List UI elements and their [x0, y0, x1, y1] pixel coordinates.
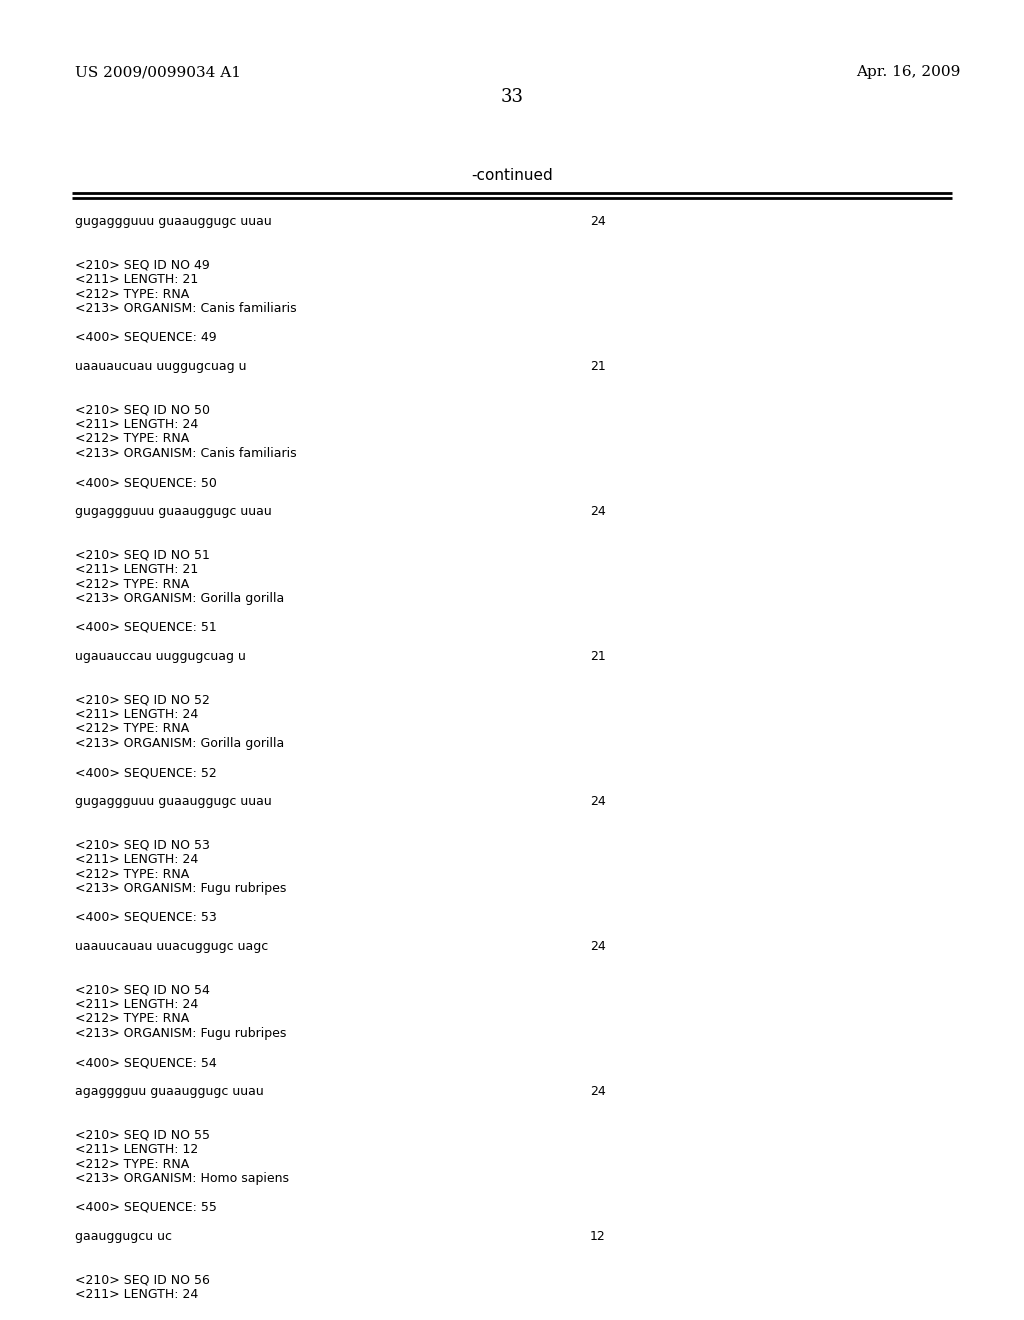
Text: <400> SEQUENCE: 52: <400> SEQUENCE: 52	[75, 766, 217, 779]
Text: <212> TYPE: RNA: <212> TYPE: RNA	[75, 578, 189, 590]
Text: <210> SEQ ID NO 52: <210> SEQ ID NO 52	[75, 693, 210, 706]
Text: gugaggguuu guaauggugc uuau: gugaggguuu guaauggugc uuau	[75, 506, 271, 517]
Text: <211> LENGTH: 24: <211> LENGTH: 24	[75, 853, 199, 866]
Text: <211> LENGTH: 24: <211> LENGTH: 24	[75, 998, 199, 1011]
Text: 24: 24	[590, 1085, 606, 1098]
Text: <212> TYPE: RNA: <212> TYPE: RNA	[75, 433, 189, 446]
Text: 24: 24	[590, 215, 606, 228]
Text: <213> ORGANISM: Fugu rubripes: <213> ORGANISM: Fugu rubripes	[75, 1027, 287, 1040]
Text: gugaggguuu guaauggugc uuau: gugaggguuu guaauggugc uuau	[75, 795, 271, 808]
Text: <210> SEQ ID NO 51: <210> SEQ ID NO 51	[75, 549, 210, 561]
Text: 21: 21	[590, 649, 606, 663]
Text: Apr. 16, 2009: Apr. 16, 2009	[856, 65, 961, 79]
Text: 12: 12	[590, 1230, 606, 1243]
Text: 21: 21	[590, 360, 606, 374]
Text: <400> SEQUENCE: 55: <400> SEQUENCE: 55	[75, 1201, 217, 1214]
Text: <210> SEQ ID NO 55: <210> SEQ ID NO 55	[75, 1129, 210, 1142]
Text: <211> LENGTH: 21: <211> LENGTH: 21	[75, 564, 199, 576]
Text: <213> ORGANISM: Gorilla gorilla: <213> ORGANISM: Gorilla gorilla	[75, 737, 285, 750]
Text: uaauaucuau uuggugcuag u: uaauaucuau uuggugcuag u	[75, 360, 247, 374]
Text: <212> TYPE: RNA: <212> TYPE: RNA	[75, 722, 189, 735]
Text: gaauggugcu uc: gaauggugcu uc	[75, 1230, 172, 1243]
Text: <212> TYPE: RNA: <212> TYPE: RNA	[75, 1158, 189, 1171]
Text: <213> ORGANISM: Gorilla gorilla: <213> ORGANISM: Gorilla gorilla	[75, 591, 285, 605]
Text: -continued: -continued	[471, 168, 553, 183]
Text: <211> LENGTH: 24: <211> LENGTH: 24	[75, 418, 199, 432]
Text: 33: 33	[501, 88, 523, 106]
Text: <212> TYPE: RNA: <212> TYPE: RNA	[75, 867, 189, 880]
Text: <400> SEQUENCE: 53: <400> SEQUENCE: 53	[75, 911, 217, 924]
Text: <210> SEQ ID NO 53: <210> SEQ ID NO 53	[75, 838, 210, 851]
Text: <210> SEQ ID NO 56: <210> SEQ ID NO 56	[75, 1274, 210, 1287]
Text: <213> ORGANISM: Canis familiaris: <213> ORGANISM: Canis familiaris	[75, 447, 297, 459]
Text: <210> SEQ ID NO 54: <210> SEQ ID NO 54	[75, 983, 210, 997]
Text: <400> SEQUENCE: 50: <400> SEQUENCE: 50	[75, 477, 217, 488]
Text: US 2009/0099034 A1: US 2009/0099034 A1	[75, 65, 241, 79]
Text: <212> TYPE: RNA: <212> TYPE: RNA	[75, 1012, 189, 1026]
Text: <211> LENGTH: 24: <211> LENGTH: 24	[75, 1288, 199, 1302]
Text: <400> SEQUENCE: 51: <400> SEQUENCE: 51	[75, 620, 217, 634]
Text: 24: 24	[590, 940, 606, 953]
Text: 24: 24	[590, 506, 606, 517]
Text: <210> SEQ ID NO 50: <210> SEQ ID NO 50	[75, 404, 210, 417]
Text: 24: 24	[590, 795, 606, 808]
Text: <211> LENGTH: 12: <211> LENGTH: 12	[75, 1143, 199, 1156]
Text: gugaggguuu guaauggugc uuau: gugaggguuu guaauggugc uuau	[75, 215, 271, 228]
Text: <400> SEQUENCE: 54: <400> SEQUENCE: 54	[75, 1056, 217, 1069]
Text: <211> LENGTH: 24: <211> LENGTH: 24	[75, 708, 199, 721]
Text: agagggguu guaauggugc uuau: agagggguu guaauggugc uuau	[75, 1085, 264, 1098]
Text: <210> SEQ ID NO 49: <210> SEQ ID NO 49	[75, 259, 210, 272]
Text: <213> ORGANISM: Homo sapiens: <213> ORGANISM: Homo sapiens	[75, 1172, 289, 1185]
Text: <211> LENGTH: 21: <211> LENGTH: 21	[75, 273, 199, 286]
Text: <213> ORGANISM: Canis familiaris: <213> ORGANISM: Canis familiaris	[75, 302, 297, 315]
Text: <213> ORGANISM: Fugu rubripes: <213> ORGANISM: Fugu rubripes	[75, 882, 287, 895]
Text: <400> SEQUENCE: 49: <400> SEQUENCE: 49	[75, 331, 217, 345]
Text: uaauucauau uuacuggugc uagc: uaauucauau uuacuggugc uagc	[75, 940, 268, 953]
Text: <212> TYPE: RNA: <212> TYPE: RNA	[75, 288, 189, 301]
Text: ugauauccau uuggugcuag u: ugauauccau uuggugcuag u	[75, 649, 246, 663]
